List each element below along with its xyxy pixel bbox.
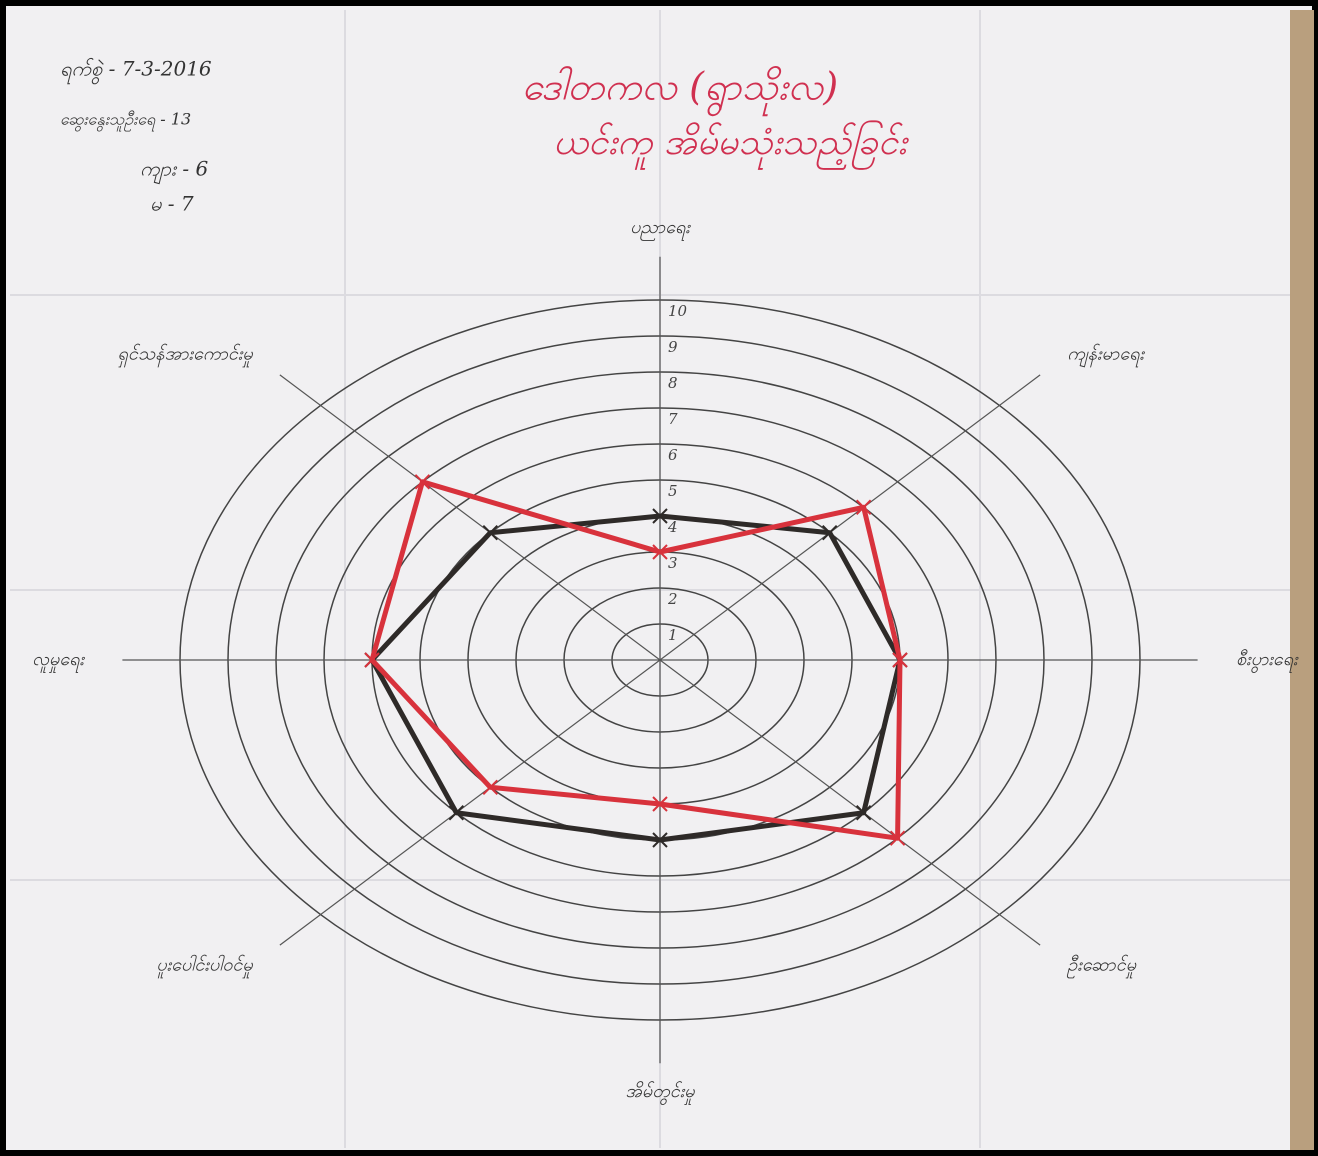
tick-label: 9 — [668, 338, 678, 356]
axis-label: လူမှုရေး — [32, 649, 85, 673]
tick-label: 4 — [667, 518, 678, 536]
axis-label: ဦးဆောင်မှု — [1066, 954, 1136, 978]
axis-label: ပူးပေါင်းပါဝင်မှု — [156, 954, 253, 978]
chart: ရက်စွဲ - 7-3-2016 ဆွေးနွေးသူဦးရေ - 13 ကျ… — [0, 0, 1318, 1156]
tick-label: 1 — [668, 626, 678, 644]
axis-label: ရှင်သန်အားကောင်းမှု — [118, 344, 254, 368]
tick-label: 6 — [668, 446, 678, 464]
axis-label: ပညာရေး — [630, 217, 691, 241]
tick-label: 8 — [668, 374, 678, 392]
tick-label: 7 — [668, 410, 678, 428]
axis-label: အိမ်တွင်းမှု — [625, 1081, 695, 1105]
tick-label: 2 — [667, 590, 678, 608]
table-edge — [1290, 10, 1314, 1150]
tick-label: 3 — [668, 554, 678, 572]
tick-label: 5 — [668, 482, 678, 500]
axis-label: စီးပွားရေး — [1236, 649, 1299, 673]
chart-subtitle: ယင်းကူ အိမ်မသုံးသည့်ခြင်း — [553, 120, 910, 170]
annotation: မ - 7 — [150, 192, 194, 216]
axis-label: ကျန်းမာရေး — [1067, 344, 1145, 368]
annotation: ကျား - 6 — [140, 157, 209, 185]
annotation: ရက်စွဲ - 7-3-2016 — [60, 57, 212, 85]
tick-label: 10 — [668, 302, 688, 320]
page: ရက်စွဲ - 7-3-2016 ဆွေးနွေးသူဦးရေ - 13 ကျ… — [0, 0, 1318, 1156]
